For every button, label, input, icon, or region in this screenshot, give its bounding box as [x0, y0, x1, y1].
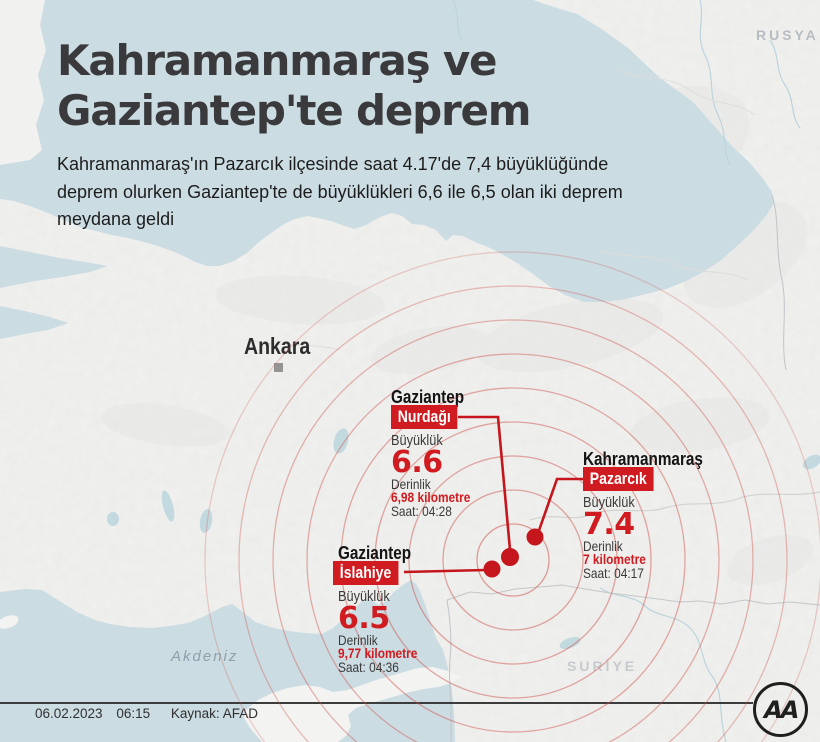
quake-district-text: İslahiye: [339, 564, 392, 582]
page-title-line1: Kahramanmaraş ve: [57, 36, 497, 85]
subtitle-line3: meydana geldi: [57, 209, 175, 229]
sea-marmara-gulf: [0, 306, 68, 339]
quake-district-badge: Pazarcık: [583, 467, 654, 492]
aa-logo-text: AA: [760, 695, 801, 724]
depth-label-text: Derinlik: [338, 632, 378, 648]
time-value: Saat: 04:17: [583, 566, 655, 580]
footer-date: 06.02.2023: [35, 706, 103, 721]
subtitle-line2: deprem olurken Gaziantep'te de büyüklükl…: [57, 181, 623, 202]
magnitude-value: 6.5: [338, 601, 390, 636]
land-topleft: [0, 0, 46, 165]
footer-source: Kaynak: AFAD: [170, 706, 258, 721]
quake-callout-nurdagi: Gaziantep Nurdağı Büyüklük 6.6 Derinlik …: [391, 388, 601, 524]
footer-rule: [0, 702, 753, 704]
magnitude-value: 7.4: [583, 507, 635, 542]
quake-district-text: Pazarcık: [589, 470, 647, 488]
time-value-text: Saat: 04:36: [338, 659, 399, 675]
time-value-text: Saat: 04:17: [583, 565, 644, 581]
quake-city: Gaziantep: [391, 388, 477, 406]
sea-label-akdeniz: Akdeniz: [171, 648, 239, 665]
page-title-line2: Gaziantep'te deprem: [57, 86, 532, 135]
quake-city-text: Kahramanmaraş: [583, 449, 703, 469]
quake-city: Kahramanmaraş: [583, 450, 724, 468]
time-value: Saat: 04:28: [391, 504, 463, 518]
capital-label-text: Ankara: [244, 333, 311, 359]
depth-label: Derinlik: [338, 633, 385, 647]
magnitude-value: 6.6: [391, 445, 443, 480]
country-label-rusya: RUSYA: [756, 27, 819, 43]
depth-value: 9,77 kilometre: [338, 646, 431, 660]
time-value: Saat: 04:36: [338, 660, 410, 674]
depth-value: 6,98 kilometre: [391, 490, 484, 504]
subtitle-line1: Kahramanmaraş'ın Pazarcık ilçesinde saat…: [57, 154, 609, 174]
header: Kahramanmaraş ve Gaziantep'te deprem: [57, 36, 532, 136]
country-label-suriye: SURİYE: [567, 658, 638, 674]
footer-time: 06:15: [116, 706, 151, 721]
footer: 06.02.2023 06:15 Kaynak: AFAD: [35, 706, 258, 721]
quake-district-badge: İslahiye: [333, 561, 399, 586]
depth-value-text: 6,98 kilometre: [391, 489, 471, 505]
quake-callout-pazarcik: Kahramanmaraş Pazarcık Büyüklük 7.4 Deri…: [583, 450, 793, 586]
subtitle: Kahramanmaraş'ın Pazarcık ilçesinde saat…: [57, 151, 623, 234]
sea-marmara: [0, 246, 108, 288]
time-value-text: Saat: 04:28: [391, 503, 452, 519]
quake-callout-islahiye: Gaziantep İslahiye Büyüklük 6.5 Derinlik…: [333, 544, 543, 680]
quake-district-badge: Nurdağı: [391, 405, 458, 430]
aa-agency-logo-icon: AA: [753, 682, 808, 737]
quake-city: Gaziantep: [338, 544, 424, 562]
capital-label-ankara: Ankara: [244, 333, 322, 360]
island-small: [0, 615, 19, 629]
ridges: [249, 69, 756, 351]
quake-district-text: Nurdağı: [397, 408, 451, 426]
capital-marker-square: [274, 363, 283, 372]
depth-value: 7 kilometre: [583, 552, 657, 566]
sea-blacksea: [0, 0, 774, 302]
quake-city-text: Gaziantep: [338, 543, 412, 563]
depth-value-text: 9,77 kilometre: [338, 645, 418, 661]
quake-city-text: Gaziantep: [391, 387, 465, 407]
depth-value-text: 7 kilometre: [583, 551, 646, 567]
